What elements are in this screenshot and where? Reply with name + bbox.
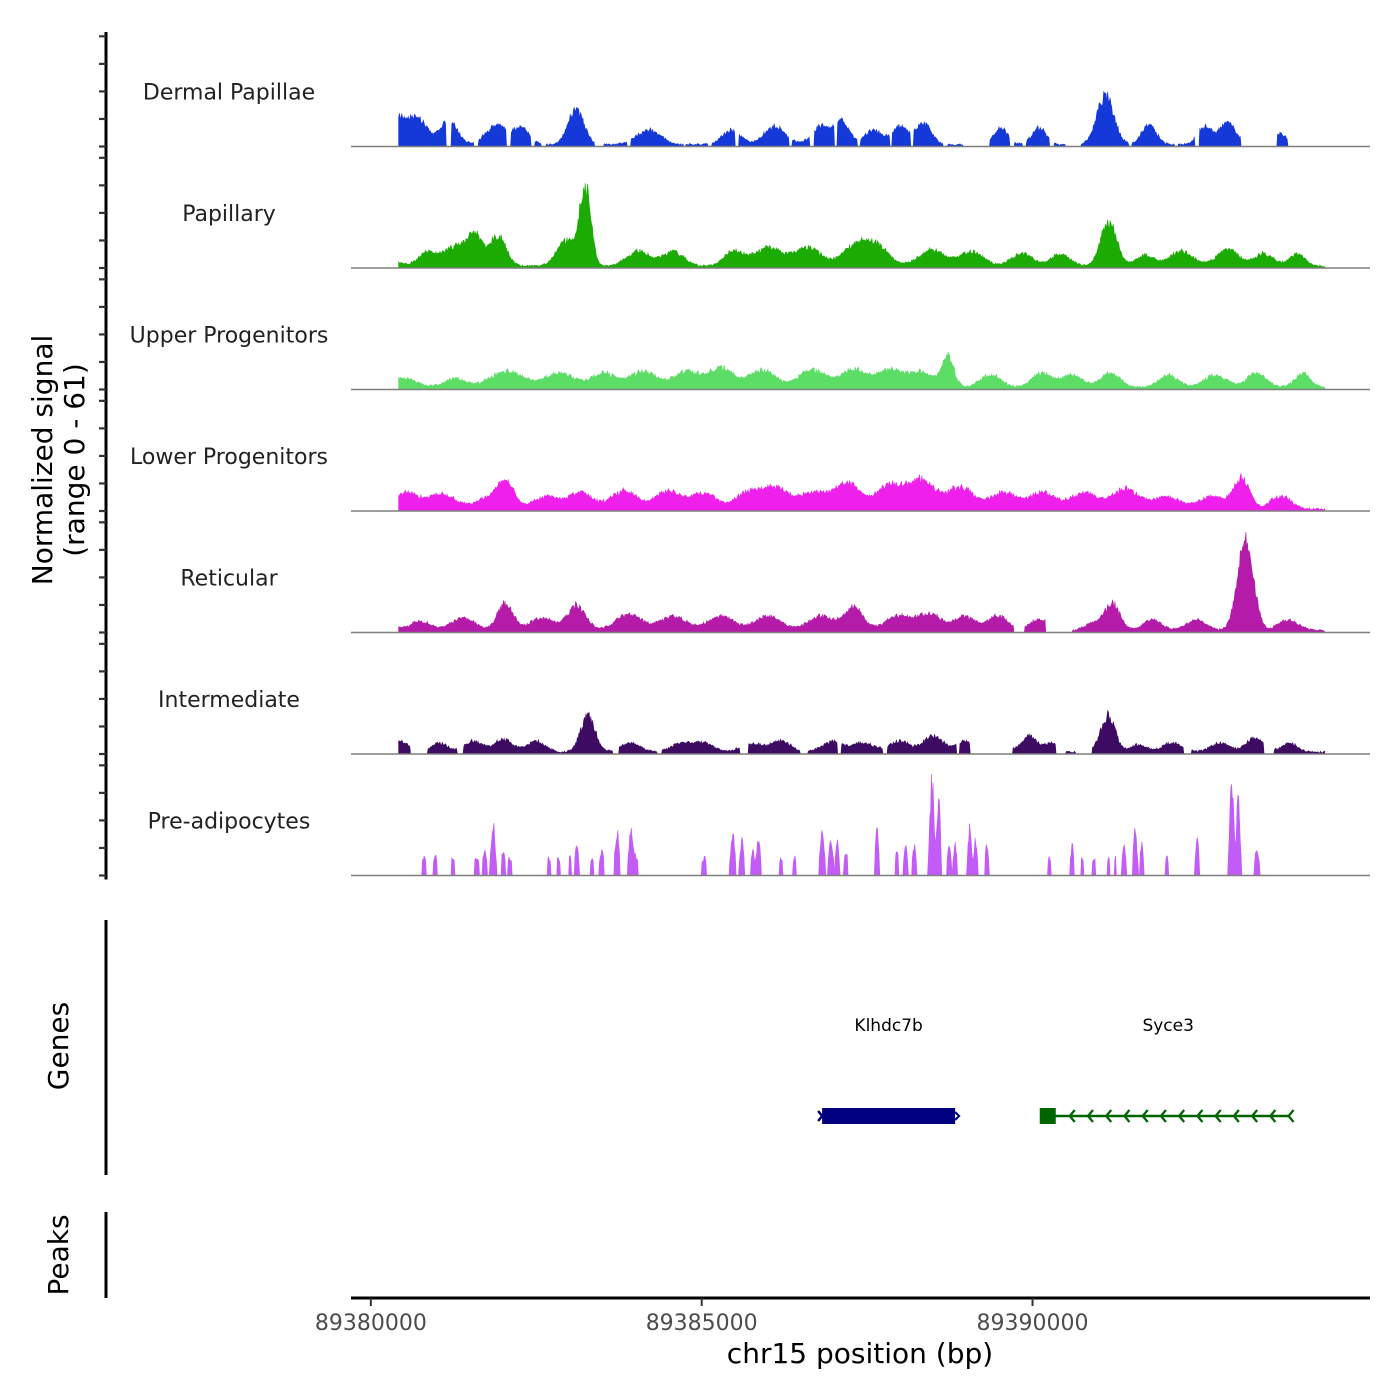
strand-arrow bbox=[1122, 1109, 1131, 1123]
signal-area bbox=[398, 773, 1325, 876]
strand-arrow bbox=[1141, 1109, 1149, 1123]
track-intermediate: Intermediate bbox=[158, 688, 1370, 755]
signal-area bbox=[398, 90, 1325, 147]
track-papillary: Papillary bbox=[182, 183, 1370, 269]
peaks-panel-label: Peaks bbox=[42, 1214, 75, 1295]
strand-arrow bbox=[1068, 1109, 1076, 1123]
gene-label: Klhdc7b bbox=[854, 1016, 922, 1036]
track-dermal-papillae: Dermal Papillae bbox=[143, 81, 1370, 148]
strand-arrow bbox=[1287, 1109, 1295, 1123]
gene-exon bbox=[822, 1108, 956, 1124]
track-reticular: Reticular bbox=[180, 532, 1370, 634]
signal-y-axis bbox=[99, 32, 108, 880]
track-pre-adipocytes: Pre-adipocytes bbox=[148, 773, 1370, 877]
strand-arrow bbox=[1177, 1109, 1186, 1123]
signal-area bbox=[398, 472, 1326, 512]
x-tick-label: 89380000 bbox=[315, 1311, 427, 1336]
genes-layer: Klhdc7b Syce3 bbox=[817, 1016, 1295, 1124]
signal-area bbox=[398, 532, 1326, 633]
tracks-layer: Dermal Papillae Papillary Upper Progenitor… bbox=[130, 81, 1370, 877]
gene-label: Syce3 bbox=[1142, 1016, 1193, 1036]
x-tick-label: 89390000 bbox=[977, 1311, 1089, 1336]
gene-syce3: Syce3 bbox=[1039, 1016, 1295, 1124]
track-lower-progenitors: Lower Progenitors bbox=[130, 445, 1370, 512]
gene-klhdc7b: Klhdc7b bbox=[817, 1016, 961, 1124]
x-axis-title: chr15 position (bp) bbox=[727, 1337, 993, 1370]
strand-arrow bbox=[1232, 1109, 1240, 1123]
y-axis-title: Normalized signal bbox=[26, 335, 59, 586]
strand-arrow bbox=[1214, 1109, 1222, 1123]
signal-area bbox=[398, 709, 1326, 755]
gene-start-marker bbox=[817, 1110, 828, 1122]
track-upper-progenitors: Upper Progenitors bbox=[130, 324, 1370, 391]
gene-end-marker bbox=[954, 1111, 961, 1121]
track-label: Reticular bbox=[180, 567, 278, 592]
gene-exon bbox=[1039, 1108, 1056, 1124]
strand-arrow bbox=[1159, 1109, 1167, 1123]
strand-arrow bbox=[1195, 1109, 1204, 1123]
y-axis-range-subtitle: (range 0 - 61) bbox=[58, 363, 91, 557]
x-axis: 89380000 89385000 89390000 bbox=[315, 1298, 1089, 1336]
track-label: Intermediate bbox=[158, 688, 300, 713]
strand-arrow bbox=[1086, 1109, 1094, 1123]
signal-area bbox=[398, 351, 1326, 390]
strand-arrow bbox=[1250, 1109, 1259, 1123]
genes-panel-label: Genes bbox=[42, 1002, 75, 1090]
track-label: Upper Progenitors bbox=[130, 324, 329, 349]
signal-area bbox=[398, 183, 1326, 269]
strand-arrow bbox=[1104, 1109, 1113, 1123]
track-label: Pre-adipocytes bbox=[148, 810, 311, 835]
track-label: Dermal Papillae bbox=[143, 81, 315, 106]
track-label: Papillary bbox=[182, 202, 276, 227]
x-tick-label: 89385000 bbox=[646, 1311, 758, 1336]
strand-arrow bbox=[1268, 1109, 1277, 1123]
track-label: Lower Progenitors bbox=[130, 445, 328, 470]
